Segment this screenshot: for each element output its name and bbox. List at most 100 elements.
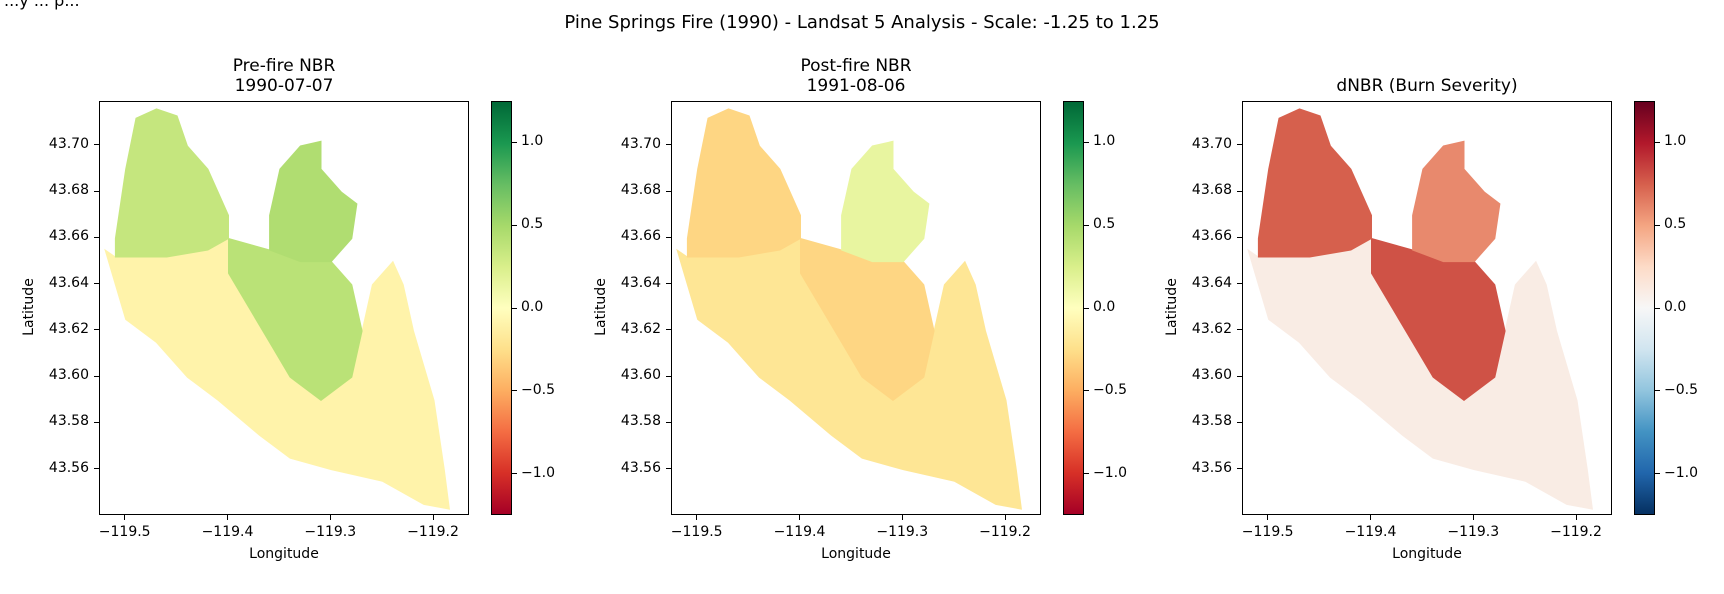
colorbar-tick-mark (1655, 307, 1660, 309)
x-axis-label: Longitude (1392, 546, 1462, 562)
colorbar-tick-mark (1084, 390, 1089, 392)
x-tick-mark (1369, 515, 1371, 520)
colorbar-tick-label: 1.0 (1093, 133, 1116, 150)
colorbar-tick-mark (1655, 390, 1660, 392)
colorbar-tick-mark (1655, 473, 1660, 475)
heatmap-region-northeast-lobe (1412, 140, 1501, 263)
colorbar-tick-label: 0.0 (1664, 299, 1687, 315)
colorbar-tick-mark (1655, 224, 1660, 226)
y-tick-mark (666, 421, 671, 423)
y-tick-label: 43.56 (48, 459, 89, 476)
y-tick-mark (94, 236, 99, 238)
y-tick-mark (94, 375, 99, 377)
panel-title: Post-fire NBR 1991-08-06 (671, 56, 1041, 96)
x-tick-mark (432, 515, 434, 520)
y-axis-label: Latitude (593, 278, 609, 336)
colorbar-tick-label: 0.0 (1093, 299, 1116, 315)
y-tick-mark (1237, 375, 1242, 377)
heatmap-region-northwest-lobe (114, 108, 229, 258)
panel-title: dNBR (Burn Severity) (1242, 76, 1612, 96)
y-tick-mark (94, 421, 99, 423)
x-tick-label: −119.3 (304, 524, 357, 540)
x-tick-label: −119.2 (979, 524, 1031, 540)
colorbar-tick-mark (1084, 473, 1089, 475)
colorbar-tick-label: 1.0 (521, 133, 544, 150)
colorbar-tick-mark (512, 224, 517, 226)
colorbar-tick-label: −1.0 (521, 464, 555, 481)
y-tick-label: 43.70 (620, 135, 661, 152)
y-tick-label: 43.56 (620, 459, 661, 476)
x-tick-mark (1575, 515, 1577, 520)
x-tick-label: −119.5 (98, 524, 151, 540)
burn-area-map (1247, 108, 1593, 510)
y-tick-label: 43.66 (1191, 228, 1232, 245)
colorbar-tick-label: 0.5 (1664, 216, 1687, 233)
colorbar-tick-mark (1084, 141, 1089, 143)
burn-area-map (104, 108, 450, 510)
colorbar-tick-label: 1.0 (1664, 133, 1687, 150)
y-tick-mark (94, 190, 99, 192)
x-tick-mark (1004, 515, 1006, 520)
x-tick-mark (124, 515, 126, 520)
y-tick-label: 43.70 (1191, 135, 1232, 152)
colorbar-tick-label: −0.5 (1664, 381, 1698, 398)
heatmap-region-northwest-lobe (686, 108, 801, 258)
plot-area (1242, 101, 1612, 515)
y-tick-mark (1237, 329, 1242, 331)
panel-title-line2: 1991-08-06 (806, 76, 906, 96)
y-tick-label: 43.56 (1191, 459, 1232, 476)
x-tick-mark (901, 515, 903, 520)
colorbar-tick-label: 0.5 (521, 216, 544, 233)
panel-title: Pre-fire NBR 1990-07-07 (99, 56, 469, 96)
y-tick-mark (94, 468, 99, 470)
x-tick-label: −119.3 (876, 524, 929, 540)
y-tick-mark (666, 329, 671, 331)
y-axis-label: Latitude (21, 278, 37, 336)
y-tick-label: 43.60 (620, 367, 661, 384)
y-tick-mark (94, 283, 99, 285)
colorbar-tick-mark (1655, 141, 1660, 143)
x-tick-mark (329, 515, 331, 520)
panel-title-line1: dNBR (Burn Severity) (1336, 76, 1518, 96)
y-axis-label: Latitude (1164, 278, 1180, 336)
y-tick-label: 43.60 (48, 367, 89, 384)
y-tick-mark (666, 236, 671, 238)
x-tick-mark (798, 515, 800, 520)
x-tick-label: −119.4 (1344, 524, 1397, 540)
y-tick-mark (1237, 144, 1242, 146)
clipped-header-text: ...y ... p... (4, 0, 80, 10)
heatmap-region-northeast-lobe (841, 140, 930, 263)
colorbar (491, 101, 512, 515)
y-tick-mark (1237, 468, 1242, 470)
y-tick-label: 43.66 (620, 228, 661, 245)
y-tick-label: 43.58 (48, 413, 89, 430)
colorbar-tick-label: −0.5 (521, 381, 555, 398)
y-tick-mark (1237, 283, 1242, 285)
x-tick-label: −119.2 (1550, 524, 1602, 540)
colorbar-tick-mark (512, 473, 517, 475)
heatmap-region-northeast-lobe (269, 140, 358, 263)
y-tick-label: 43.60 (1191, 367, 1232, 384)
y-tick-mark (666, 190, 671, 192)
x-tick-label: −119.3 (1447, 524, 1500, 540)
plot-area (671, 101, 1041, 515)
y-tick-mark (666, 283, 671, 285)
colorbar-tick-mark (1084, 224, 1089, 226)
y-tick-mark (94, 144, 99, 146)
y-tick-mark (666, 468, 671, 470)
y-tick-label: 43.62 (1191, 320, 1232, 337)
x-axis-label: Longitude (821, 546, 891, 562)
y-tick-label: 43.64 (620, 274, 661, 291)
x-tick-mark (696, 515, 698, 520)
x-tick-label: −119.4 (201, 524, 254, 540)
heatmap-region-northwest-lobe (1257, 108, 1372, 258)
colorbar-tick-label: 0.5 (1093, 216, 1116, 233)
y-tick-label: 43.62 (48, 320, 89, 337)
y-tick-label: 43.66 (48, 228, 89, 245)
x-tick-mark (1267, 515, 1269, 520)
colorbar-tick-mark (512, 141, 517, 143)
x-tick-mark (1472, 515, 1474, 520)
colorbar-tick-label: −1.0 (1664, 464, 1698, 481)
x-tick-label: −119.2 (407, 524, 459, 540)
y-tick-mark (1237, 236, 1242, 238)
